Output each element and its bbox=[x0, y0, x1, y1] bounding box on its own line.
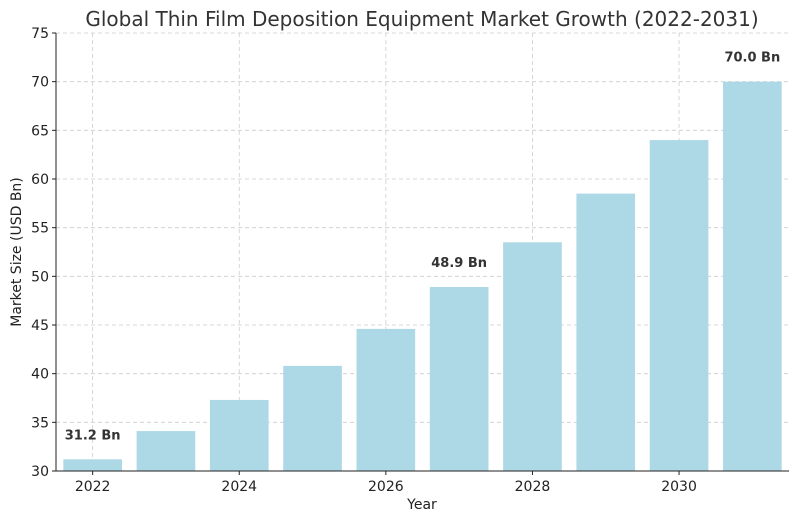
bar bbox=[429, 287, 489, 471]
x-axis-label: Year bbox=[406, 497, 437, 513]
x-tick-label: 2026 bbox=[368, 479, 404, 495]
data-label: 48.9 Bn bbox=[431, 256, 487, 271]
bar bbox=[209, 399, 269, 471]
y-tick-label: 55 bbox=[31, 221, 49, 237]
bar bbox=[649, 140, 709, 472]
bar bbox=[356, 328, 416, 471]
bars-layer bbox=[63, 81, 782, 472]
x-tick-label: 2022 bbox=[75, 479, 111, 495]
bar bbox=[723, 81, 782, 472]
data-label: 31.2 Bn bbox=[65, 428, 121, 443]
y-tick-label: 70 bbox=[31, 75, 49, 91]
y-tick-label: 35 bbox=[31, 415, 49, 431]
x-tick-label: 2030 bbox=[661, 479, 697, 495]
bar bbox=[503, 242, 562, 471]
x-tick-label: 2028 bbox=[515, 479, 551, 495]
axes-layer: 30 35 40 45 50 55 60 65 70 75 2022 2024 2026 2028 2030 bbox=[31, 26, 789, 495]
bar bbox=[136, 431, 196, 471]
y-tick-label: 60 bbox=[31, 172, 49, 188]
y-tick-label: 75 bbox=[31, 26, 49, 42]
bar bbox=[576, 193, 636, 471]
y-axis-label: Market Size (USD Bn) bbox=[9, 177, 25, 327]
bar bbox=[283, 365, 342, 471]
y-tick-label: 65 bbox=[31, 123, 49, 139]
data-label: 70.0 Bn bbox=[724, 51, 780, 66]
labels-layer: 31.2 Bn 48.9 Bn 70.0 Bn bbox=[65, 51, 780, 444]
y-tick-label: 50 bbox=[31, 269, 49, 285]
x-tick-label: 2024 bbox=[221, 479, 257, 495]
bar bbox=[63, 459, 122, 471]
y-tick-label: 40 bbox=[31, 367, 49, 383]
chart-title: Global Thin Film Deposition Equipment Ma… bbox=[85, 7, 758, 31]
y-tick-label: 45 bbox=[31, 318, 49, 334]
y-tick-label: 30 bbox=[31, 464, 49, 480]
